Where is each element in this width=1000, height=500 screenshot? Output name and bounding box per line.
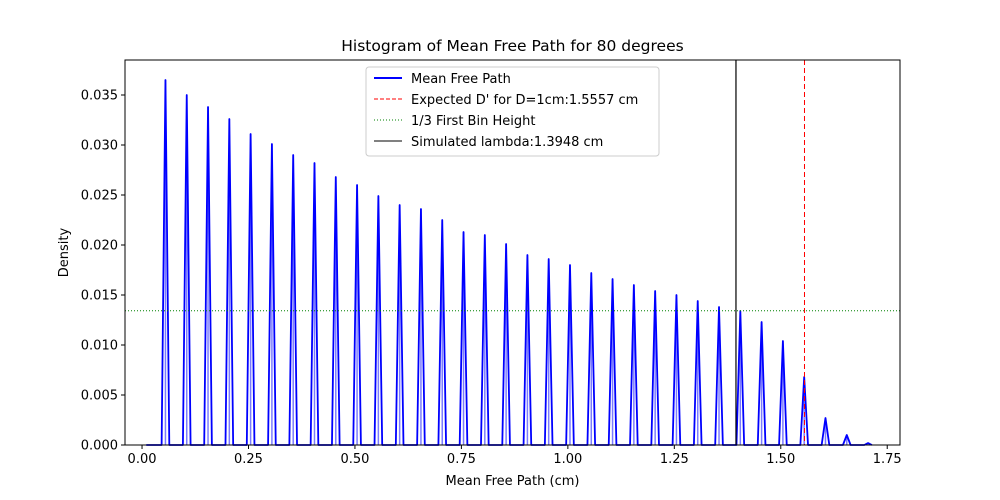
chart-title: Histogram of Mean Free Path for 80 degre… — [341, 37, 683, 55]
legend-label-mean-free-path: Mean Free Path — [411, 72, 511, 87]
bars-layer — [164, 80, 869, 445]
histogram-bar — [313, 163, 316, 445]
y-tick-label: 0.020 — [81, 239, 118, 254]
x-tick-label: 0.75 — [447, 452, 476, 467]
x-axis: 0.00 0.25 0.50 0.75 1.00 1.25 1.50 1.75 — [128, 445, 902, 467]
legend-label-third-bin: 1/3 First Bin Height — [411, 114, 535, 129]
histogram-bar — [505, 244, 507, 445]
y-tick-label: 0.035 — [81, 89, 118, 104]
x-tick-label: 1.50 — [766, 452, 795, 467]
histogram-bar — [782, 341, 784, 445]
histogram-bar — [846, 435, 848, 445]
histogram-bar — [186, 95, 188, 445]
x-tick-label: 1.75 — [873, 452, 902, 467]
y-axis-label: Density — [57, 227, 72, 277]
y-tick-label: 0.025 — [81, 189, 118, 204]
x-tick-label: 1.25 — [660, 452, 689, 467]
histogram-bar — [398, 205, 401, 445]
y-tick-label: 0.015 — [81, 289, 118, 304]
histogram-bar — [675, 295, 678, 445]
histogram-bar — [547, 259, 550, 445]
histogram-bar — [696, 301, 699, 445]
x-tick-label: 1.00 — [553, 452, 582, 467]
histogram-bar — [207, 107, 209, 445]
histogram-bar — [718, 307, 720, 445]
x-tick-label: 0.25 — [234, 452, 263, 467]
plot-frame — [124, 59, 901, 446]
y-tick-label: 0.000 — [81, 439, 118, 454]
histogram-bar — [569, 265, 571, 445]
histogram-bar — [739, 311, 742, 445]
histogram-bar — [462, 232, 465, 445]
legend-box — [365, 66, 660, 157]
histogram-bar — [611, 279, 614, 445]
y-tick-label: 0.010 — [81, 339, 118, 354]
histogram-bar — [271, 144, 273, 445]
histogram-bar — [760, 322, 763, 445]
y-tick-label: 0.005 — [81, 389, 118, 404]
histogram-bar — [420, 209, 422, 445]
histogram-bar — [633, 285, 635, 445]
y-tick-label: 0.030 — [81, 139, 118, 154]
histogram-bar — [803, 377, 805, 445]
histogram-bar — [654, 291, 656, 445]
histogram-bar — [824, 418, 827, 445]
legend-label-simulated: Simulated lambda:1.3948 cm — [411, 135, 603, 150]
histogram-bar — [356, 185, 358, 445]
x-tick-label: 0.50 — [340, 452, 369, 467]
histogram-bar — [590, 273, 593, 445]
x-axis-label: Mean Free Path (cm) — [446, 474, 580, 489]
histogram-bar — [377, 196, 380, 445]
reference-lines-layer — [125, 60, 900, 445]
histogram-bar — [164, 80, 167, 445]
legend: Mean Free Path Expected D' for D=1cm:1.5… — [365, 66, 660, 157]
x-tick-label: 0.00 — [128, 452, 157, 467]
histogram-bar — [441, 220, 443, 445]
histogram-bar — [228, 119, 231, 445]
legend-label-expected: Expected D' for D=1cm:1.5557 cm — [411, 93, 638, 108]
y-axis: 0.000 0.005 0.010 0.015 0.020 0.025 0.030 0.035 — [81, 89, 125, 454]
histogram-bar — [292, 155, 294, 445]
histogram-bar — [249, 134, 252, 445]
histogram-bar — [526, 255, 529, 445]
histogram-bar — [484, 235, 486, 445]
